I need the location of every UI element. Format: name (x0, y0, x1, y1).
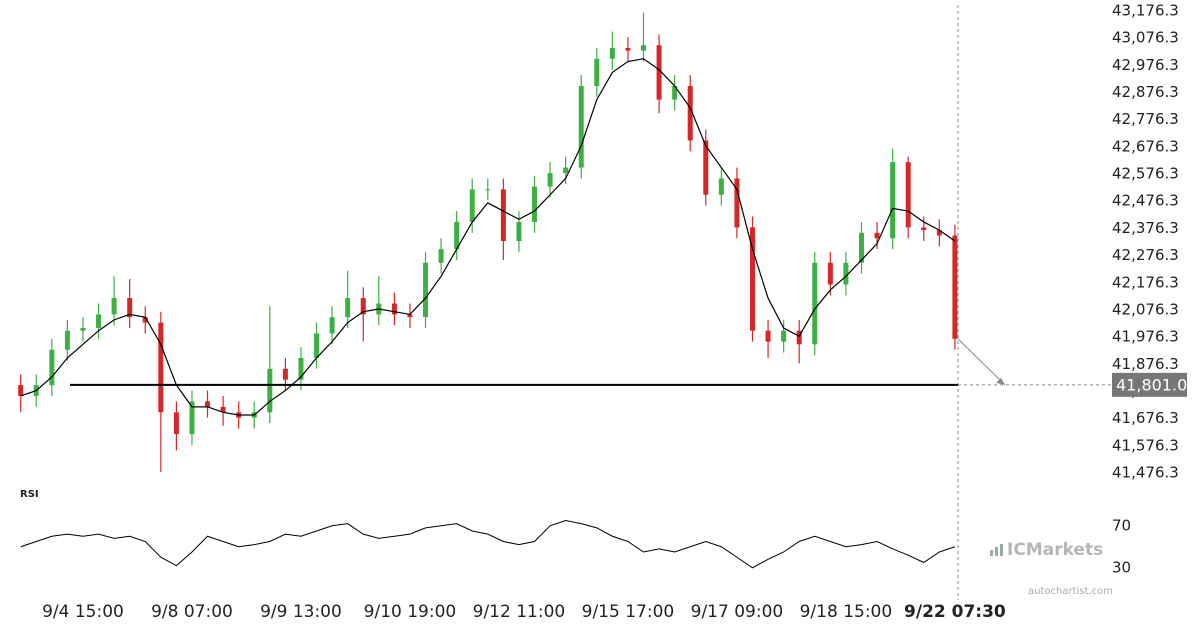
candle-body (298, 357, 304, 380)
x-tick-label: 9/10 19:00 (364, 602, 457, 622)
candle-body (49, 349, 55, 386)
candle-body (921, 227, 927, 231)
arrow-head (996, 377, 1005, 385)
candle-body (314, 333, 320, 358)
candle-body (890, 162, 896, 239)
candle-body (843, 262, 849, 285)
candle-body (952, 235, 958, 339)
level-label: 41,801.0 (1116, 375, 1187, 394)
y-tick-label: 41,676.3 (1112, 409, 1179, 427)
candle-body (189, 401, 195, 435)
candle-body (547, 173, 553, 187)
y-tick-label: 42,876.3 (1112, 83, 1179, 101)
candle-body (796, 330, 802, 345)
candle-body (391, 303, 397, 315)
x-tick-label: 9/17 09:00 (691, 602, 784, 622)
y-tick-label: 42,276.3 (1112, 246, 1179, 264)
y-tick-label: 41,976.3 (1112, 328, 1179, 346)
indicator-title: RSI (20, 489, 39, 500)
candle-body (812, 262, 818, 345)
x-tick-label: 9/22 07:30 (904, 602, 1006, 622)
candle-body (609, 47, 615, 59)
forecast-arrow (957, 338, 1006, 386)
rsi-tick-label: 30 (1112, 558, 1131, 576)
candle-body (407, 314, 413, 318)
x-tick-label: 9/15 17:00 (582, 602, 675, 622)
candle-body (500, 189, 506, 241)
candle-body (641, 45, 646, 51)
y-tick-label: 41,476.3 (1112, 464, 1179, 482)
candle-body (672, 86, 678, 100)
candle-body (936, 230, 942, 236)
candle-body (532, 186, 538, 222)
y-tick-label: 42,176.3 (1112, 273, 1179, 291)
level-label-box (1112, 372, 1187, 397)
candle-body (858, 232, 864, 263)
candle-body (18, 385, 24, 396)
candle-body (173, 412, 179, 435)
candle-body (282, 368, 288, 380)
candle-body (781, 330, 787, 342)
candle-body (423, 262, 429, 318)
candle-body (454, 221, 460, 250)
candle-body (749, 227, 755, 331)
candle-body (656, 45, 662, 100)
candle-body (205, 401, 211, 407)
candle-body (64, 330, 70, 350)
x-tick-label: 9/4 15:00 (42, 602, 124, 622)
candle-body (578, 86, 584, 168)
y-tick-label: 43,176.3 (1112, 1, 1179, 19)
candle-body (345, 298, 351, 318)
candle-body (874, 232, 880, 239)
y-tick-label: 42,076.3 (1112, 300, 1179, 318)
candle-body (438, 249, 444, 263)
candle-body (80, 328, 86, 331)
candle-body (516, 221, 522, 241)
y-tick-label: 42,576.3 (1112, 165, 1179, 183)
candle-body (158, 322, 164, 413)
candle-body (625, 47, 631, 51)
candle-body (220, 406, 226, 413)
x-tick-label: 9/18 15:00 (800, 602, 893, 622)
logo: ICMarkets (1007, 540, 1103, 560)
candle-body (96, 314, 102, 329)
site-credit: autochartist.com (1028, 586, 1113, 597)
candle-body (267, 368, 273, 413)
y-tick-label: 42,376.3 (1112, 219, 1179, 237)
candle-body (127, 298, 133, 318)
y-tick-label: 42,976.3 (1112, 56, 1179, 74)
candle-body (485, 189, 491, 191)
candle-body (827, 262, 833, 285)
candle-body (360, 298, 366, 315)
x-tick-label: 9/9 13:00 (260, 602, 342, 622)
candle-body (718, 178, 724, 195)
logo-icon (990, 544, 1003, 556)
y-tick-label: 42,676.3 (1112, 137, 1179, 155)
x-tick-label: 9/12 11:00 (473, 602, 566, 622)
y-tick-label: 41,876.3 (1112, 355, 1179, 373)
candle-body (905, 162, 911, 228)
candle-body (469, 189, 475, 222)
rsi-tick-label: 70 (1112, 516, 1131, 534)
candle-body (703, 140, 709, 195)
y-tick-label: 42,776.3 (1112, 110, 1179, 128)
candle-body (594, 58, 600, 87)
candle-body (111, 298, 117, 315)
candle-body (687, 86, 693, 141)
y-tick-label: 42,476.3 (1112, 192, 1179, 210)
candle-body (765, 330, 771, 342)
candle-body (563, 167, 569, 174)
x-tick-label: 9/8 07:00 (151, 602, 233, 622)
rsi-line (20, 519, 956, 569)
candle-body (142, 317, 148, 323)
candle-body (734, 178, 740, 228)
y-tick-label: 43,076.3 (1112, 29, 1179, 47)
y-tick-label: 41,576.3 (1112, 436, 1179, 454)
candle-body (329, 317, 335, 334)
